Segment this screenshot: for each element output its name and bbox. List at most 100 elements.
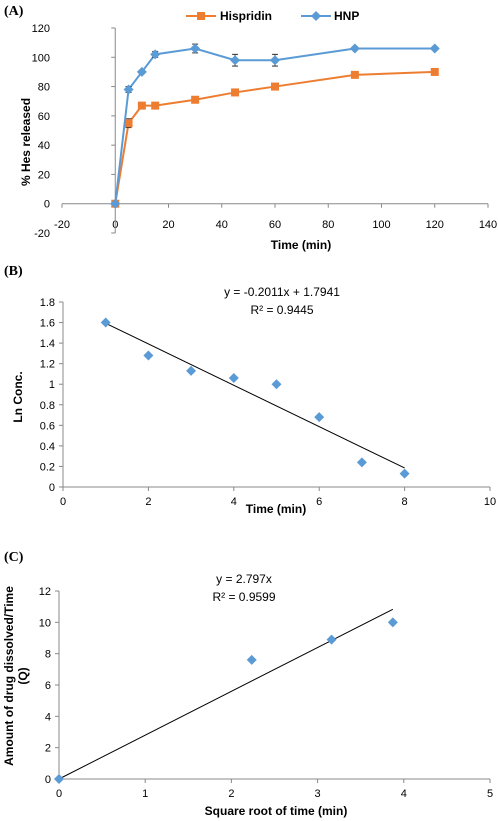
panel-c-label: (C): [4, 550, 24, 565]
panel-c-y-axis-title-line1: Amount of drug dissolved/Time: [2, 586, 16, 766]
data-point-hispridin: [191, 95, 200, 104]
panel-b-data-point: [356, 457, 367, 468]
panel-a-y-tick-label: 60: [38, 111, 50, 123]
legend-hispridin-label: Hispridin: [220, 9, 272, 23]
data-point-hispridin: [231, 88, 240, 97]
panel-b-y-tick-label: 0.6: [40, 420, 55, 432]
panel-b-r2: R² = 0.9445: [250, 303, 313, 317]
panel-a: (A) Hispridin HNP -20020406080100120-200…: [4, 4, 497, 252]
legend-hispridin-marker: [197, 12, 205, 20]
panel-b-y-tick-label: 0.4: [40, 441, 55, 453]
panel-a-x-axis-title: Time (min): [271, 238, 331, 252]
panel-b-label: (B): [4, 264, 23, 279]
panel-b-x-tick-label: 2: [145, 496, 151, 508]
panel-b-x-tick-label: 8: [402, 496, 408, 508]
panel-b-y-tick-label: 1.6: [40, 318, 55, 330]
panel-a-y-tick-label: 80: [38, 82, 50, 94]
panel-a-y-tick-label: 20: [38, 169, 50, 181]
panel-a-y-tick-label: 0: [44, 199, 50, 211]
panel-c-x-tick-label: 1: [142, 788, 148, 800]
data-point-hnp: [230, 55, 241, 66]
panel-c-data-point: [387, 617, 398, 628]
data-point-hnp: [429, 43, 440, 54]
panel-a-label: (A): [4, 4, 24, 19]
data-point-hispridin: [124, 119, 133, 128]
panel-c-data-point: [246, 654, 257, 665]
panel-a-legend: Hispridin HNP: [186, 9, 359, 23]
panel-c-y-tick-label: 12: [39, 586, 51, 598]
series-line-hnp: [114, 47, 435, 204]
data-point-hnp: [110, 198, 121, 209]
panel-b-series: [100, 317, 410, 479]
panel-b-data-point: [399, 468, 410, 479]
panel-b-x-axis-title: Time (min): [246, 502, 306, 516]
panel-c-x-tick-label: 4: [401, 788, 407, 800]
panel-b-y-tick-label: 1.8: [40, 297, 55, 309]
panel-c-x-tick-label: 2: [228, 788, 234, 800]
panel-b-data-point: [100, 317, 111, 328]
panel-c-x-tick-label: 3: [315, 788, 321, 800]
panel-b-y-tick-label: 1.4: [40, 338, 55, 350]
panel-a-x-tick-label: 60: [269, 219, 281, 231]
panel-c-y-tick-label: 10: [39, 617, 51, 629]
panel-a-x-tick-label: 120: [426, 219, 444, 231]
panel-c-axes: [55, 590, 491, 783]
panel-c-series: [54, 608, 398, 784]
panel-a-x-tick-label: 80: [322, 219, 334, 231]
panel-b-y-tick-label: 0.2: [40, 461, 55, 473]
panel-c-equation: y = 2.797x: [216, 572, 272, 586]
data-point-hnp: [123, 84, 134, 95]
panel-b-ticks: 0 0.2 0.4 0.6 0.8 1 1.2 1.4 1.6 1.8 0 2 4 6 8 10: [40, 297, 496, 508]
panel-c-x-tick-label: 5: [487, 788, 493, 800]
panel-c-y-tick-label: 4: [45, 711, 51, 723]
panel-b-y-tick-label: 1.2: [40, 359, 55, 371]
panel-b-y-tick-label: 0.8: [40, 400, 55, 412]
legend-hnp-marker: [311, 11, 321, 21]
panel-c-x-axis-title: Square root of time (min): [205, 804, 348, 818]
panel-a-y-tick-label: 40: [38, 140, 50, 152]
legend-hnp-label: HNP: [334, 9, 359, 23]
panel-c-x-tick-label: 0: [56, 788, 62, 800]
panel-c-data-point: [326, 634, 337, 645]
data-point-hnp: [150, 49, 161, 60]
panel-b-data-point: [228, 373, 239, 384]
panel-b-data-point: [314, 412, 325, 423]
data-point-hispridin: [151, 101, 160, 110]
data-point-hispridin: [430, 67, 439, 76]
panel-a-x-tick-label: 140: [479, 219, 497, 231]
panel-b-axes: [59, 301, 491, 491]
panel-c-r2: R² = 0.9599: [212, 590, 275, 604]
panel-c-y-tick-label: 0: [45, 774, 51, 786]
data-point-hnp: [270, 55, 280, 66]
panel-a-y-tick-label: 120: [32, 23, 50, 35]
panel-b-y-tick-label: 0: [49, 482, 55, 494]
panel-a-x-tick-label: -20: [54, 219, 70, 231]
series-line-hispridin: [114, 70, 435, 204]
panel-a-y-tick-label: 100: [32, 52, 50, 64]
panel-c-y-axis-title-line2: (Q): [16, 667, 30, 684]
panel-b-x-tick-label: 10: [484, 496, 496, 508]
panel-b-data-point: [186, 365, 197, 376]
panel-b-y-tick-label: 1: [49, 379, 55, 391]
data-point-hnp: [190, 43, 201, 54]
panel-c-data-point: [54, 774, 64, 784]
panel-b-x-tick-label: 0: [60, 496, 66, 508]
panel-a-x-tick-label: 20: [162, 219, 174, 231]
panel-c-y-tick-label: 2: [45, 743, 51, 755]
panel-b-data-point: [143, 350, 154, 361]
data-point-hispridin: [271, 82, 279, 91]
data-point-hnp: [136, 66, 147, 77]
panel-a-x-tick-label: 40: [216, 219, 228, 231]
panel-a-y-axis-title: % Hes released: [19, 98, 33, 186]
panel-b-data-point: [271, 379, 282, 390]
panel-b-equation: y = -0.2011x + 1.7941: [224, 285, 340, 299]
panel-b-y-axis-title: Ln Conc.: [11, 371, 25, 422]
panel-b-trendline: [105, 322, 405, 469]
panel-a-x-tick-label: 100: [372, 219, 390, 231]
data-point-hispridin: [350, 70, 359, 79]
data-point-hispridin: [137, 101, 146, 110]
